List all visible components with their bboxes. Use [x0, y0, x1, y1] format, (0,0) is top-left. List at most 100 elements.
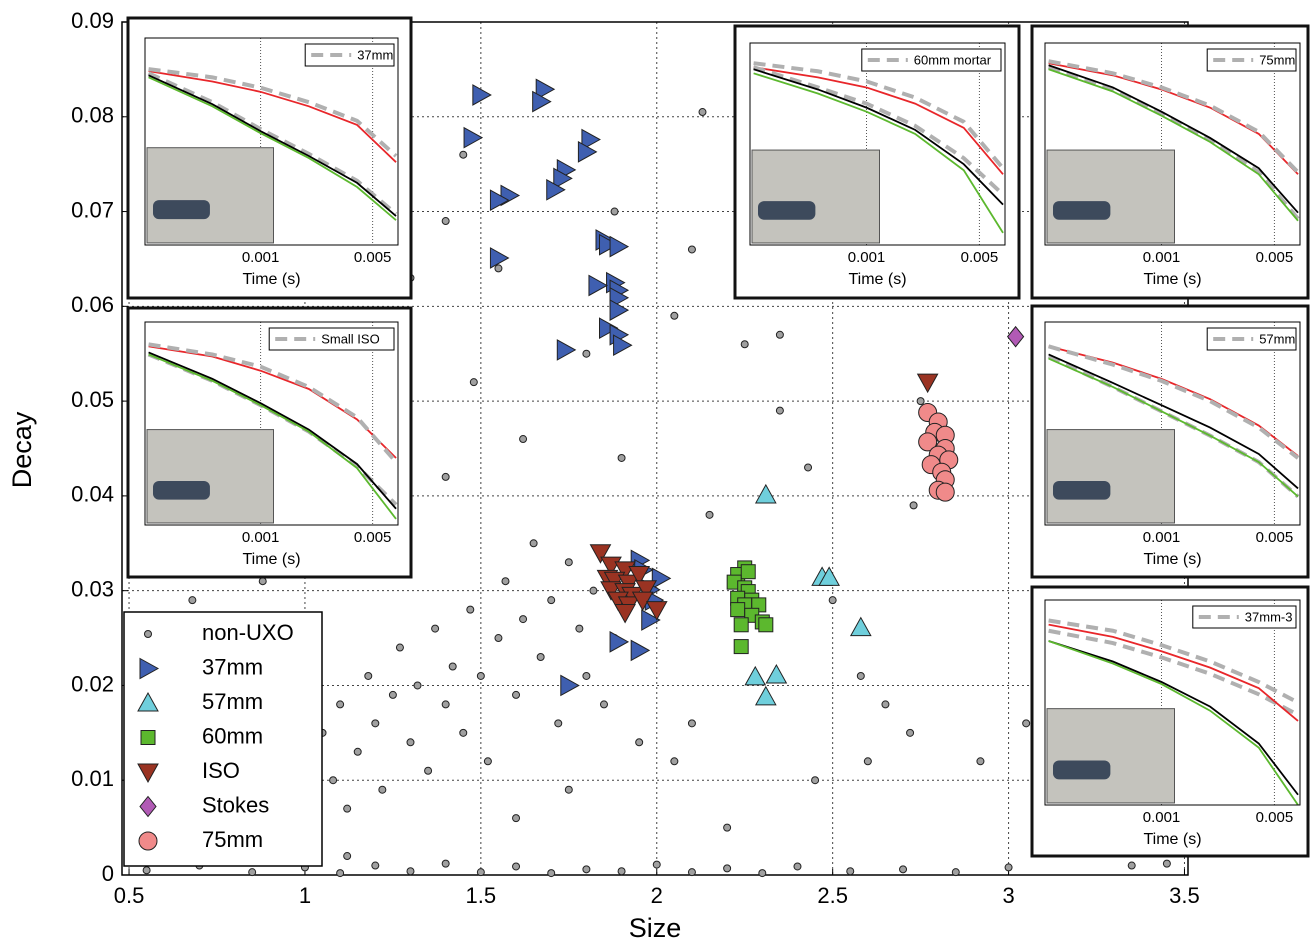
legend-marker: [138, 831, 158, 851]
point: [512, 862, 521, 871]
point: [463, 126, 484, 149]
point: [532, 90, 552, 113]
point: [740, 340, 749, 349]
point: [628, 566, 651, 586]
inset: 0.001 0.005 Time (s) 60mm mortar: [733, 24, 1021, 300]
point: [371, 861, 380, 870]
point: [1006, 325, 1025, 348]
legend-box: [268, 327, 395, 351]
photo-object: [1053, 760, 1111, 780]
inset: 0.001 0.005 Time (s) 57mm: [1030, 304, 1310, 579]
point: [577, 140, 598, 163]
x-axis-label: Time (s): [1143, 831, 1201, 848]
y-tick-label: 0.08: [71, 103, 114, 128]
legend-label: 75mm: [1259, 52, 1295, 67]
point: [431, 624, 440, 633]
series-line: [1048, 618, 1299, 705]
series-line: [148, 70, 397, 163]
photo-object: [758, 201, 816, 220]
point: [582, 349, 591, 358]
y-tick-label: 0.03: [71, 576, 114, 601]
point: [846, 867, 855, 876]
y-tick-label: 0.01: [71, 766, 114, 791]
x-axis-label: Time (s): [1143, 551, 1201, 568]
series-line: [148, 76, 397, 221]
point: [1162, 859, 1171, 868]
point: [529, 539, 538, 548]
series-line: [753, 66, 1004, 175]
x-tick-label: 3.5: [1169, 883, 1200, 908]
x-axis-label: Size: [629, 913, 682, 943]
point: [793, 862, 802, 871]
series-line: [1048, 59, 1300, 174]
point: [856, 671, 865, 680]
point: [723, 823, 732, 832]
point: [469, 378, 478, 387]
series-line: [1048, 640, 1299, 796]
point: [560, 674, 580, 697]
point: [459, 728, 468, 737]
point: [899, 865, 908, 874]
x-tick-label: 0.005: [354, 249, 392, 266]
legend-marker: [137, 691, 159, 712]
point: [775, 406, 784, 415]
x-tick-label: 0.001: [242, 249, 280, 266]
y-tick-label: 0.05: [71, 387, 114, 412]
point: [188, 596, 197, 605]
photo-object: [153, 480, 210, 500]
point: [519, 615, 528, 624]
point: [413, 681, 422, 690]
point: [754, 483, 777, 504]
x-axis-label: Time (s): [1143, 271, 1201, 288]
point: [754, 685, 777, 706]
point: [918, 432, 938, 452]
plot-frame: [1044, 599, 1301, 806]
legend-label: 37mm: [357, 47, 393, 62]
legend-label: non-UXO: [202, 620, 294, 645]
point: [617, 453, 626, 462]
legend-label: Small ISO: [321, 331, 380, 346]
point: [733, 617, 749, 633]
legend-marker: [144, 630, 152, 638]
point: [329, 776, 338, 785]
point: [811, 776, 820, 785]
point: [630, 639, 651, 662]
series-line: [1048, 628, 1299, 717]
x-axis-label: Time (s): [242, 551, 300, 568]
series-line: [148, 353, 397, 520]
point: [512, 814, 521, 823]
x-tick-label: 0.005: [1256, 529, 1294, 546]
point: [916, 373, 939, 394]
point: [588, 274, 608, 297]
photo-object: [153, 200, 210, 220]
legend-marker: [139, 795, 157, 818]
point: [336, 869, 345, 878]
point: [599, 233, 619, 256]
point: [652, 860, 661, 869]
point: [765, 663, 788, 684]
point: [951, 868, 960, 877]
series-line: [1048, 344, 1300, 460]
legend-box: [123, 611, 323, 867]
legend-label: 75mm: [202, 827, 263, 852]
series-line: [147, 71, 398, 216]
point: [599, 700, 608, 709]
x-tick-label: 1.5: [466, 883, 497, 908]
x-tick-label: 0.001: [242, 529, 280, 546]
point: [687, 245, 696, 254]
x-tick-label: 0.5: [114, 883, 145, 908]
point: [459, 150, 468, 159]
point: [733, 639, 749, 655]
point: [635, 580, 658, 600]
point: [976, 757, 985, 766]
point: [448, 662, 457, 671]
series-line: [1048, 623, 1299, 722]
point: [494, 264, 503, 273]
legend-label: 57mm: [202, 689, 263, 714]
point: [849, 616, 872, 637]
point: [687, 868, 696, 877]
point: [723, 864, 732, 873]
point: [589, 544, 612, 564]
point: [730, 602, 746, 618]
